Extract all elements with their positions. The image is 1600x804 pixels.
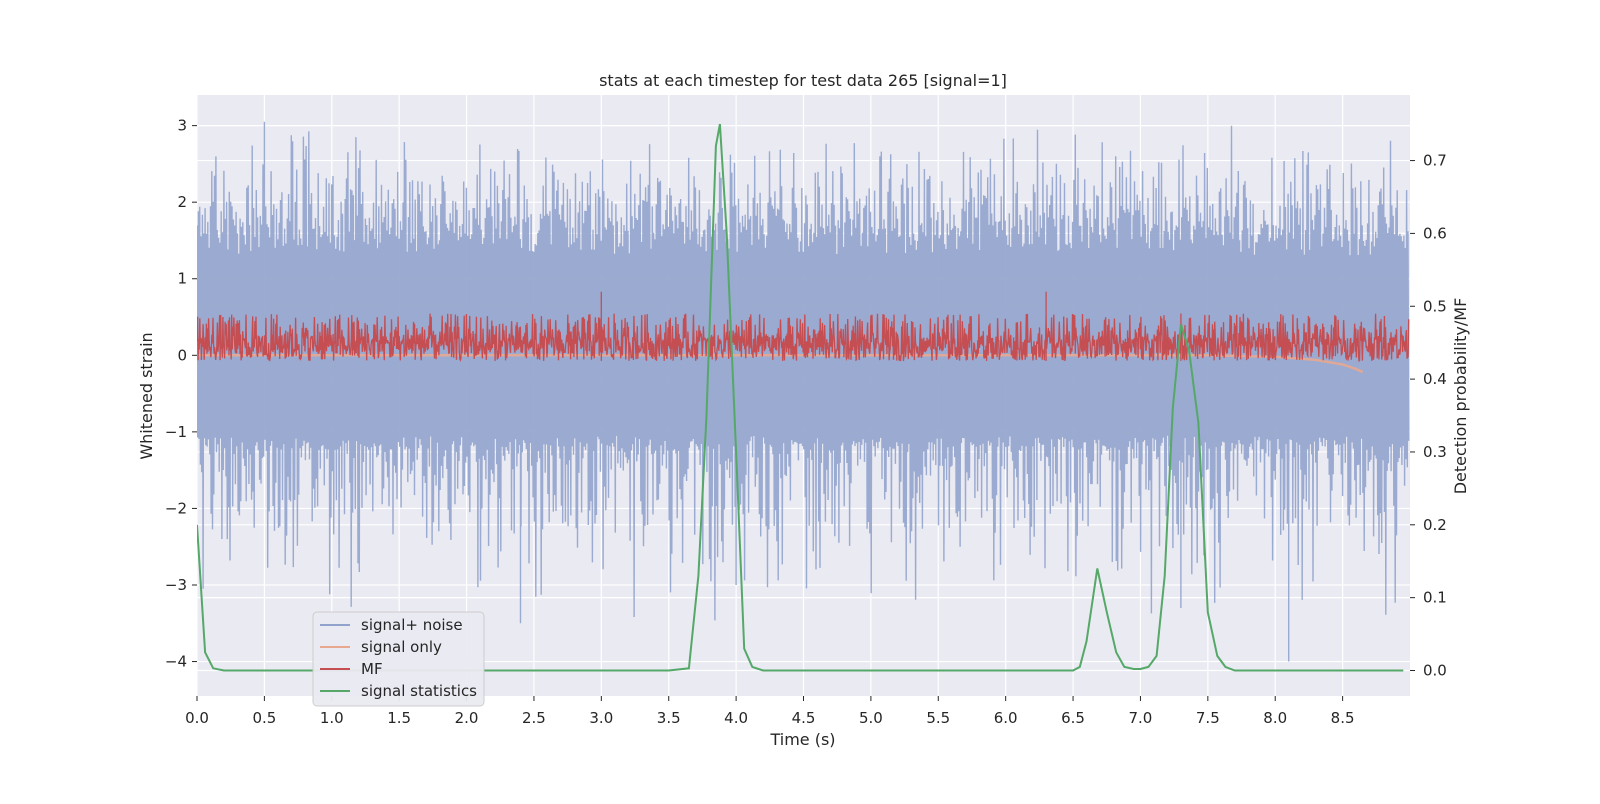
legend-box xyxy=(312,611,485,707)
x-tick-label: 2.5 xyxy=(522,709,546,727)
y-tick-label: −2 xyxy=(165,499,187,517)
x-tick-label: 4.5 xyxy=(792,709,816,727)
legend-item-signal-noise: signal+ noise xyxy=(320,616,463,634)
x-tick-label: 5.0 xyxy=(859,709,883,727)
x-tick-label: 6.5 xyxy=(1061,709,1085,727)
legend-item-signal-only: signal only xyxy=(320,638,442,656)
x-tick-label: 4.0 xyxy=(724,709,748,727)
y2-tick-label: 0.0 xyxy=(1423,662,1447,680)
legend-label-signal-statistics: signal statistics xyxy=(361,682,477,700)
y2-axis-label: Detection probability/MF xyxy=(1451,298,1470,495)
plot-area xyxy=(197,121,1410,672)
legend: signal+ noise signal only MF signal stat… xyxy=(312,611,485,707)
y-axis-ticks: 3 2 1 0 −1 −2 −3 −4 xyxy=(165,117,197,671)
x-tick-label: 0.5 xyxy=(252,709,276,727)
y2-tick-label: 0.6 xyxy=(1423,224,1447,242)
x-tick-label: 5.5 xyxy=(926,709,950,727)
x-tick-label: 3.0 xyxy=(589,709,613,727)
chart-title: stats at each timestep for test data 265… xyxy=(599,71,1007,90)
y2-tick-label: 0.7 xyxy=(1423,152,1447,170)
legend-item-mf: MF xyxy=(320,660,383,678)
y2-tick-label: 0.1 xyxy=(1423,589,1447,607)
x-tick-label: 7.0 xyxy=(1129,709,1153,727)
y2-tick-label: 0.3 xyxy=(1423,443,1447,461)
x-tick-label: 8.5 xyxy=(1331,709,1355,727)
legend-label-signal-only: signal only xyxy=(361,638,442,656)
x-axis-ticks: 0.0 0.5 1.0 1.5 2.0 2.5 3.0 3.5 4.0 4.5 5.0 5.5 6.0 6… xyxy=(185,696,1355,727)
line-signal-statistics xyxy=(197,123,1404,672)
y-tick-label: 3 xyxy=(177,117,187,135)
y2-tick-label: 0.5 xyxy=(1423,297,1447,315)
x-tick-label: 6.0 xyxy=(994,709,1018,727)
series-mf xyxy=(197,291,1410,363)
line-mf xyxy=(197,291,1410,363)
y-tick-label: 2 xyxy=(177,193,187,211)
legend-item-signal-statistics: signal statistics xyxy=(320,682,477,700)
y2-axis-ticks: 0.7 0.6 0.5 0.4 0.3 0.2 0.1 0.0 xyxy=(1410,152,1447,680)
y-tick-label: 1 xyxy=(177,270,187,288)
x-tick-label: 3.5 xyxy=(657,709,681,727)
y2-tick-label: 0.4 xyxy=(1423,370,1447,388)
y-axis-label: Whitened strain xyxy=(137,332,156,459)
y-tick-label: −4 xyxy=(165,653,187,671)
series-signal-statistics xyxy=(197,123,1404,672)
legend-label-signal-noise: signal+ noise xyxy=(361,616,463,634)
x-axis-label: Time (s) xyxy=(769,730,835,749)
x-tick-label: 0.0 xyxy=(185,709,209,727)
x-tick-label: 1.5 xyxy=(387,709,411,727)
y2-tick-label: 0.2 xyxy=(1423,516,1447,534)
legend-label-mf: MF xyxy=(361,660,383,678)
x-tick-label: 7.5 xyxy=(1196,709,1220,727)
x-tick-label: 2.0 xyxy=(455,709,479,727)
x-tick-label: 8.0 xyxy=(1263,709,1287,727)
y-tick-label: −3 xyxy=(165,576,187,594)
y-tick-label: 0 xyxy=(177,346,187,364)
y-tick-label: −1 xyxy=(165,423,187,441)
x-tick-label: 1.0 xyxy=(320,709,344,727)
